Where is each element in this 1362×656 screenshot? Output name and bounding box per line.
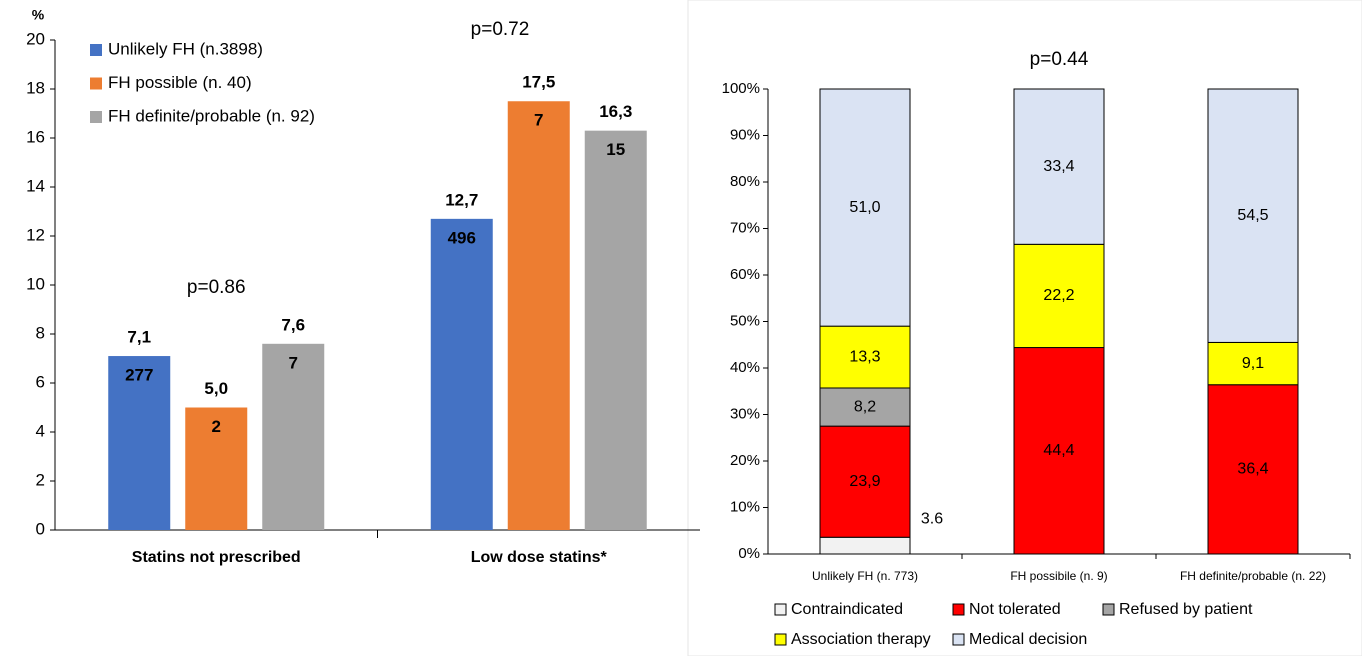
bar — [430, 218, 493, 530]
legend-swatch — [90, 77, 102, 90]
y-tick-label: 6 — [36, 372, 45, 391]
bar — [507, 101, 570, 530]
value-label: 7,1 — [127, 328, 151, 347]
value-label: 51,0 — [849, 199, 880, 216]
value-label: 12,7 — [445, 190, 478, 209]
legend-label: Association therapy — [791, 631, 931, 648]
y-tick-label: 10% — [730, 498, 760, 515]
segment — [819, 325, 911, 389]
count-label: 2 — [212, 417, 221, 436]
value-label: 5,0 — [204, 379, 228, 398]
y-tick-label: 60% — [730, 266, 760, 283]
bar — [584, 130, 647, 530]
legend-label: Medical decision — [969, 631, 1087, 648]
bar — [185, 407, 248, 530]
count-label: 277 — [125, 366, 153, 385]
y-tick-label: 90% — [730, 126, 760, 143]
legend-label: Refused by patient — [1119, 601, 1253, 618]
y-tick-label: 30% — [730, 405, 760, 422]
legend-swatch — [774, 603, 787, 616]
value-label: 54,5 — [1237, 207, 1268, 224]
y-tick-label: 10 — [26, 274, 45, 293]
y-tick-label: 50% — [730, 312, 760, 329]
count-label: 7 — [534, 111, 543, 130]
count-label: 15 — [606, 140, 625, 159]
segment — [1207, 341, 1299, 386]
x-tick-label: Statins not prescribed — [132, 549, 301, 566]
value-label: 23,9 — [849, 473, 880, 490]
y-tick-label: 20% — [730, 452, 760, 469]
legend-label: FH possible (n. 40) — [108, 73, 252, 92]
segment — [819, 387, 911, 427]
legend-swatch — [90, 111, 102, 123]
y-tick-label: 40% — [730, 359, 760, 376]
segment — [819, 88, 911, 327]
count-label: 496 — [448, 228, 476, 247]
segment — [1013, 88, 1105, 245]
p-value: p=0.44 — [1030, 49, 1089, 70]
y-tick-label: 12 — [26, 225, 45, 244]
y-tick-label: 8 — [36, 323, 45, 342]
segment — [1207, 88, 1299, 343]
y-tick-label: 20 — [26, 29, 45, 48]
legend-label: Unlikely FH (n.3898) — [108, 39, 263, 58]
legend-swatch — [952, 603, 965, 616]
p-value: p=0.86 — [187, 277, 246, 298]
y-axis-label: % — [32, 7, 45, 23]
legend-label: FH definite/probable (n. 92) — [108, 106, 315, 125]
segment — [819, 536, 911, 555]
value-label: 13,3 — [849, 348, 880, 365]
segment — [1013, 347, 1105, 555]
x-tick-label: Unlikely FH (n. 773) — [812, 569, 918, 583]
y-tick-label: 16 — [26, 127, 45, 146]
y-tick-label: 0% — [738, 545, 760, 562]
value-label: 9,1 — [1242, 355, 1264, 372]
value-label: 33,4 — [1043, 158, 1074, 175]
legend-label: Not tolerated — [969, 601, 1061, 618]
bar — [262, 343, 325, 530]
legend-label: Contraindicated — [791, 601, 903, 618]
legend-swatch — [952, 633, 965, 646]
value-label: 44,4 — [1043, 442, 1074, 459]
y-tick-label: 18 — [26, 78, 45, 97]
value-label: 3.6 — [921, 510, 943, 527]
legend-swatch — [1102, 603, 1115, 616]
segment — [819, 425, 911, 538]
y-tick-label: 100% — [722, 80, 760, 97]
value-label: 8,2 — [854, 398, 876, 415]
legend-swatch — [774, 633, 787, 646]
bar — [108, 356, 171, 530]
p-value: p=0.72 — [471, 19, 530, 40]
count-label: 7 — [289, 353, 298, 372]
legend-swatch — [90, 44, 102, 56]
segment — [1013, 243, 1105, 349]
x-tick-label: FH possibile (n. 9) — [1010, 569, 1107, 583]
value-label: 17,5 — [522, 73, 555, 92]
x-tick-label: Low dose statins* — [471, 549, 608, 566]
y-tick-label: 4 — [36, 421, 45, 440]
segment — [1207, 384, 1299, 555]
x-tick-label: FH definite/probable (n. 22) — [1180, 569, 1326, 583]
y-tick-label: 2 — [36, 470, 45, 489]
value-label: 22,2 — [1043, 287, 1074, 304]
y-tick-label: 0 — [36, 519, 45, 538]
y-tick-label: 70% — [730, 219, 760, 236]
y-tick-label: 80% — [730, 173, 760, 190]
value-label: 16,3 — [599, 102, 632, 121]
y-tick-label: 14 — [26, 176, 45, 195]
value-label: 7,6 — [281, 315, 305, 334]
value-label: 36,4 — [1237, 461, 1268, 478]
